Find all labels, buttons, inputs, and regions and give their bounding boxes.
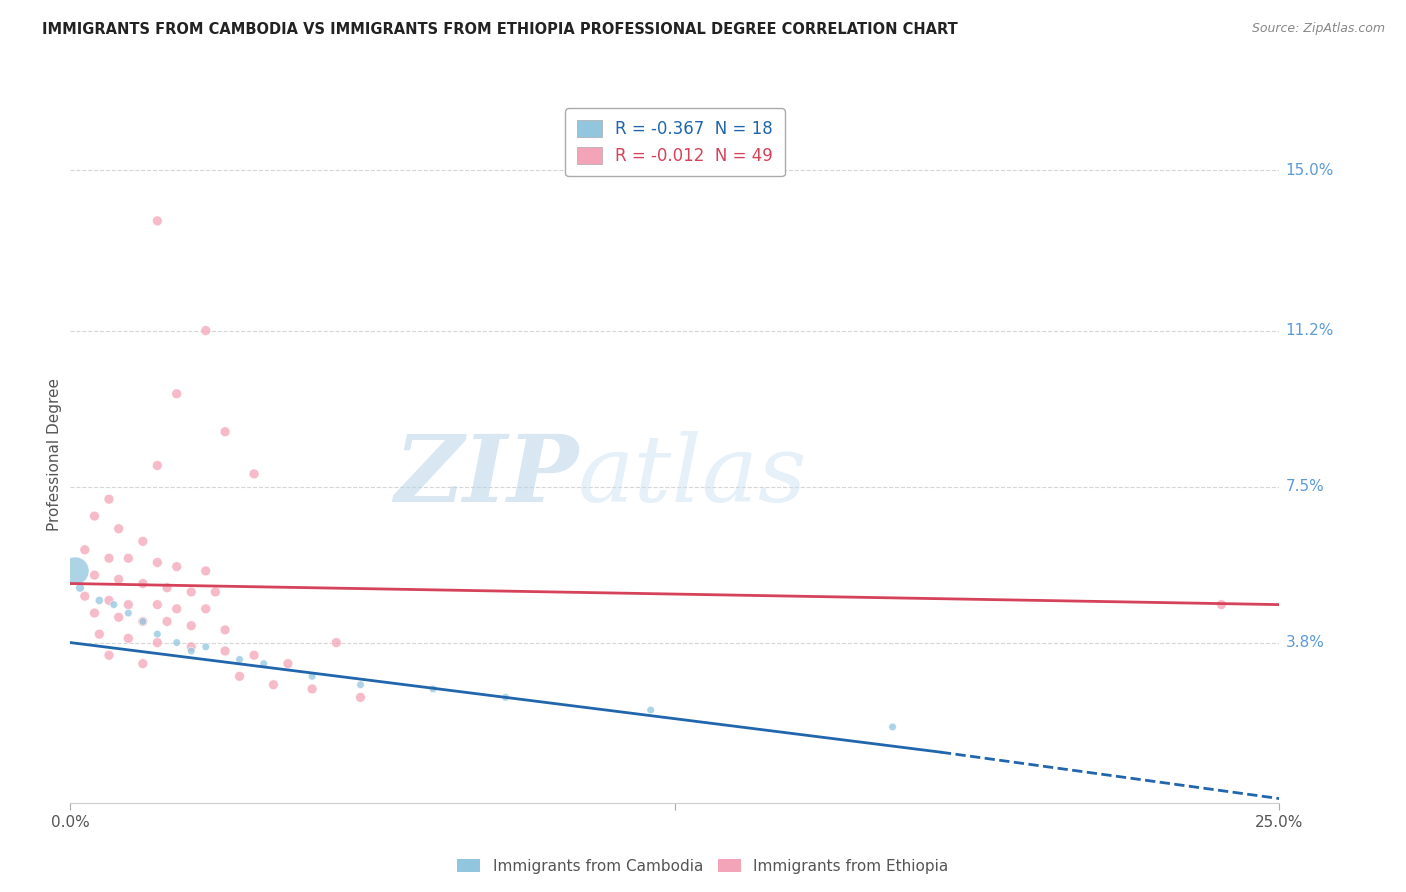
Point (146, 598, 169, 612)
Y-axis label: Professional Degree: Professional Degree (46, 378, 62, 532)
Point (132, 615, 155, 629)
Point (103, 598, 125, 612)
Point (180, 585, 202, 599)
Text: ZIP: ZIP (394, 431, 578, 521)
Point (194, 564, 217, 578)
Point (253, 657, 276, 671)
Point (325, 635, 347, 649)
Point (98, 551, 121, 566)
Point (132, 615, 155, 629)
Point (166, 602, 188, 616)
Point (166, 635, 188, 649)
Legend: R = -0.367  N = 18, R = -0.012  N = 49: R = -0.367 N = 18, R = -0.012 N = 49 (565, 109, 785, 177)
Point (214, 425, 236, 439)
Point (132, 534, 155, 549)
Point (83, 509, 105, 524)
Text: 11.2%: 11.2% (1285, 323, 1334, 338)
Point (146, 214, 169, 228)
Legend: Immigrants from Cambodia, Immigrants from Ethiopia: Immigrants from Cambodia, Immigrants fro… (451, 853, 955, 880)
Point (146, 635, 169, 649)
Point (277, 657, 299, 671)
Point (156, 581, 179, 595)
Point (166, 386, 188, 401)
Point (349, 678, 371, 692)
Point (180, 644, 202, 658)
Point (640, 703, 662, 717)
Point (117, 606, 139, 620)
Point (107, 522, 129, 536)
Point (301, 669, 323, 683)
Point (349, 690, 371, 705)
Point (98, 492, 121, 507)
Point (156, 615, 179, 629)
Point (132, 576, 155, 591)
Point (204, 585, 226, 599)
Point (83, 606, 105, 620)
Point (228, 652, 250, 666)
Point (73, 589, 96, 603)
Point (107, 610, 129, 624)
Point (146, 556, 169, 570)
Point (243, 648, 266, 663)
Point (194, 640, 217, 654)
Point (243, 467, 266, 481)
Point (422, 681, 444, 696)
Point (107, 572, 129, 586)
Point (98, 648, 121, 663)
Point (194, 324, 217, 338)
Point (194, 602, 217, 616)
Text: IMMIGRANTS FROM CAMBODIA VS IMMIGRANTS FROM ETHIOPIA PROFESSIONAL DEGREE CORRELA: IMMIGRANTS FROM CAMBODIA VS IMMIGRANTS F… (42, 22, 957, 37)
Point (98, 593, 121, 607)
Point (180, 618, 202, 632)
Point (1211, 598, 1233, 612)
Point (89, 627, 111, 641)
Text: 15.0%: 15.0% (1285, 163, 1334, 178)
Point (214, 644, 236, 658)
Text: 3.8%: 3.8% (1285, 635, 1324, 650)
Point (214, 623, 236, 637)
Point (882, 720, 904, 734)
Point (262, 678, 284, 692)
Point (117, 598, 139, 612)
Point (301, 681, 323, 696)
Point (69, 581, 91, 595)
Point (73, 542, 96, 557)
Point (146, 458, 169, 473)
Point (166, 559, 188, 574)
Text: Source: ZipAtlas.com: Source: ZipAtlas.com (1251, 22, 1385, 36)
Point (180, 640, 202, 654)
Text: atlas: atlas (578, 431, 807, 521)
Point (63, 564, 86, 578)
Point (495, 690, 517, 705)
Point (89, 593, 111, 607)
Text: 7.5%: 7.5% (1285, 479, 1324, 494)
Point (132, 657, 155, 671)
Point (146, 627, 169, 641)
Point (83, 568, 105, 582)
Point (117, 632, 139, 646)
Point (228, 669, 250, 683)
Point (117, 551, 139, 566)
